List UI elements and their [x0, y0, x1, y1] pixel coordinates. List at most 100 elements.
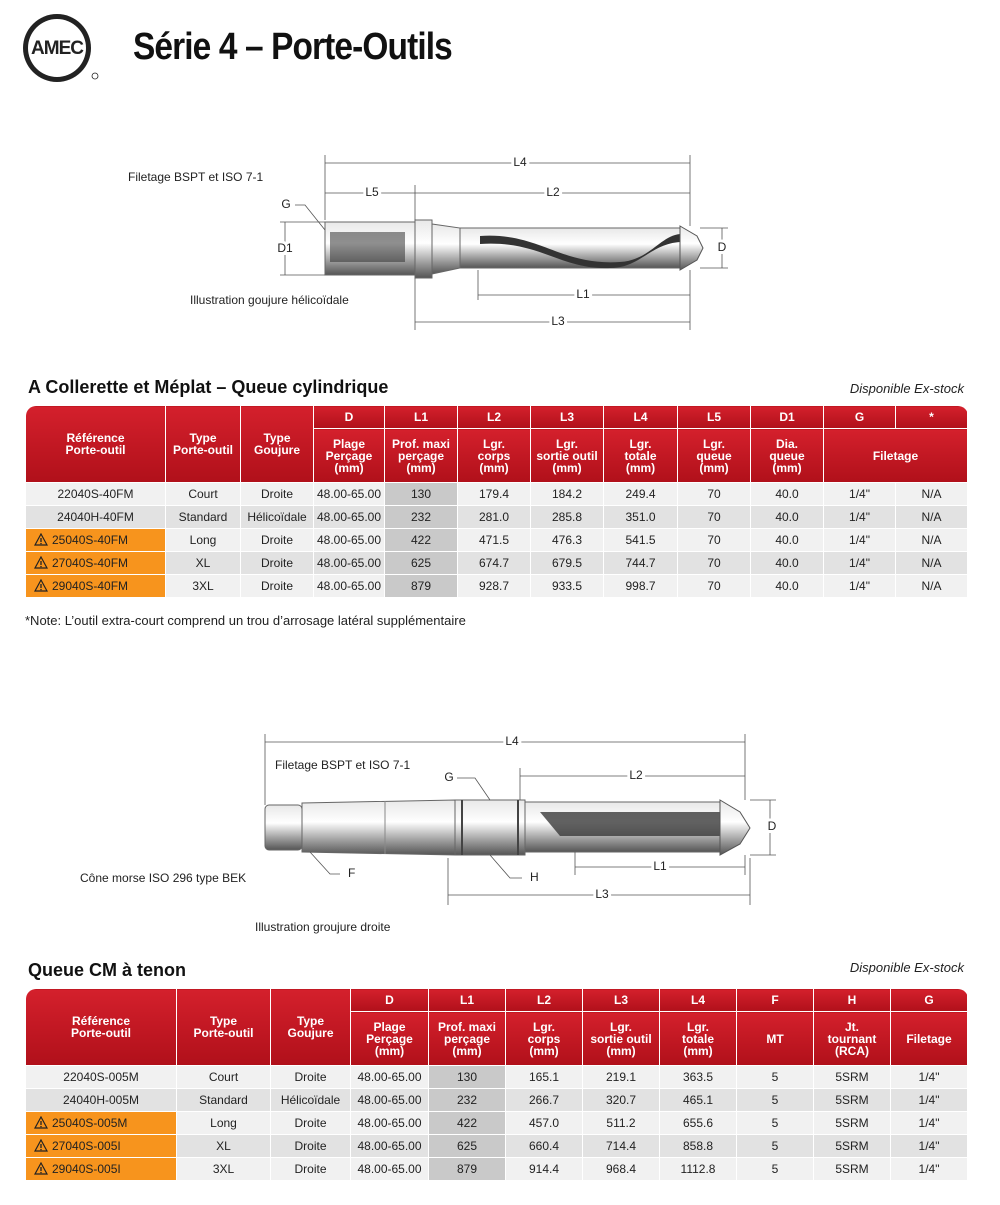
cell: 24040H-005M [25, 1088, 177, 1112]
cell: 465.1 [659, 1088, 737, 1112]
cell: 968.4 [582, 1157, 660, 1181]
cell: 48.00-65.00 [350, 1134, 429, 1158]
cell: N/A [895, 551, 968, 575]
table-row: 27040S-40FM XL Droite 48.00-65.00 625 674.7 67… [25, 551, 968, 575]
cell: Droite [270, 1157, 351, 1181]
dim-label: L2 [629, 768, 643, 782]
header-desc: Plage Perçage (mm) [350, 1011, 429, 1066]
cell: Droite [240, 482, 314, 506]
cell: 625 [428, 1134, 506, 1158]
dim-label: G [444, 770, 453, 784]
availability: Disponible Ex-stock [849, 381, 964, 396]
header-code: H [813, 987, 891, 1013]
table-body: 22040S-005M Court Droite 48.00-65.00 130 165.… [25, 1065, 968, 1181]
cell: 48.00-65.00 [350, 1088, 429, 1112]
warning-icon [33, 1161, 49, 1175]
dim-label: D1 [277, 241, 293, 255]
cell: 27040S-005I [25, 1134, 177, 1158]
cell: 1/4" [823, 574, 896, 598]
cell: 219.1 [582, 1065, 660, 1089]
cell: 998.7 [603, 574, 678, 598]
header-desc: Lgr. queue (mm) [677, 428, 751, 483]
tool-drawing [264, 799, 751, 856]
cell: 858.8 [659, 1134, 737, 1158]
cell: 48.00-65.00 [350, 1111, 429, 1135]
header-code: L4 [659, 987, 737, 1013]
header-cell: Référence Porte-outil [25, 405, 166, 483]
table-row: 25040S-40FM Long Droite 48.00-65.00 422 471.5… [25, 528, 968, 552]
cell: 1/4" [823, 528, 896, 552]
cell: Long [165, 528, 241, 552]
table-row: 22040S-005M Court Droite 48.00-65.00 130 165.… [25, 1065, 968, 1089]
cell: 1/4" [890, 1111, 968, 1135]
section-title: Queue CM à tenon [28, 960, 187, 980]
cell: Droite [270, 1111, 351, 1135]
cell: 24040H-40FM [25, 505, 166, 529]
header-code: F [736, 987, 814, 1013]
cell: 70 [677, 551, 751, 575]
cell-text: 27040S-40FM [52, 556, 129, 570]
header-code: G [823, 404, 896, 430]
cell: 1/4" [890, 1065, 968, 1089]
header-desc: MT [736, 1011, 814, 1066]
caption: Illustration groujure droite [255, 920, 391, 934]
logo-text: AMEC [31, 38, 84, 59]
dim-label: L3 [595, 887, 609, 901]
cell-text: 29040S-40FM [52, 579, 129, 593]
cell: 48.00-65.00 [313, 505, 385, 529]
warning-icon [33, 1115, 49, 1129]
cell: 48.00-65.00 [350, 1065, 429, 1089]
cell-text: 25040S-40FM [52, 533, 129, 547]
cell: 5 [736, 1134, 814, 1158]
cell: 165.1 [505, 1065, 583, 1089]
cell: 40.0 [750, 551, 824, 575]
header-cell: Type Goujure [240, 405, 314, 483]
cell: 1/4" [890, 1088, 968, 1112]
cell-text: 25040S-005M [52, 1116, 128, 1130]
cell: 320.7 [582, 1088, 660, 1112]
header-code: L1 [384, 404, 458, 430]
header-desc: Plage Perçage (mm) [313, 428, 385, 483]
logo: AMEC [23, 14, 99, 82]
cell: 27040S-40FM [25, 551, 166, 575]
header-desc: Prof. maxi perçage (mm) [428, 1011, 506, 1066]
cell: 5 [736, 1065, 814, 1089]
cell: 476.3 [530, 528, 604, 552]
cell: 70 [677, 574, 751, 598]
cell: 232 [428, 1088, 506, 1112]
header-code: L3 [530, 404, 604, 430]
logo-inner [28, 19, 86, 77]
cell-text: 29040S-005I [52, 1162, 121, 1176]
header-cell: Type Porte-outil [176, 988, 271, 1066]
header-desc: Lgr. corps (mm) [457, 428, 531, 483]
cell: XL [176, 1134, 271, 1158]
cell: 928.7 [457, 574, 531, 598]
cell: 184.2 [530, 482, 604, 506]
warning-icon [33, 1138, 49, 1152]
cell: 281.0 [457, 505, 531, 529]
cell: 744.7 [603, 551, 678, 575]
cell: 679.5 [530, 551, 604, 575]
header-desc: Dia. queue (mm) [750, 428, 824, 483]
table-row: 25040S-005M Long Droite 48.00-65.00 422 457.0… [25, 1111, 968, 1135]
cell: Long [176, 1111, 271, 1135]
header-row: Référence Porte-outil Type Porte-outil Typ… [25, 404, 968, 483]
cell: Hélicoïdale [270, 1088, 351, 1112]
dim-label: F [348, 866, 355, 880]
cell: Standard [176, 1088, 271, 1112]
cell: 249.4 [603, 482, 678, 506]
cell: 70 [677, 528, 751, 552]
diagram-helical: Filetage BSPT et ISO 7-1 L4 L5 L2 G D1 D… [128, 152, 730, 331]
cell: 5SRM [813, 1134, 891, 1158]
cell: 511.2 [582, 1111, 660, 1135]
dim-label: D [768, 819, 777, 833]
caption: Illustration goujure hélicoïdale [190, 293, 349, 307]
cell: 1/4" [890, 1134, 968, 1158]
cell: 48.00-65.00 [350, 1157, 429, 1181]
cell: 48.00-65.00 [313, 551, 385, 575]
header-desc: Lgr. corps (mm) [505, 1011, 583, 1066]
header-desc: Lgr. totale (mm) [603, 428, 678, 483]
cell: 5SRM [813, 1088, 891, 1112]
dim-label: L4 [505, 734, 519, 748]
table-row: 22040S-40FM Court Droite 48.00-65.00 130 179.… [25, 482, 968, 506]
